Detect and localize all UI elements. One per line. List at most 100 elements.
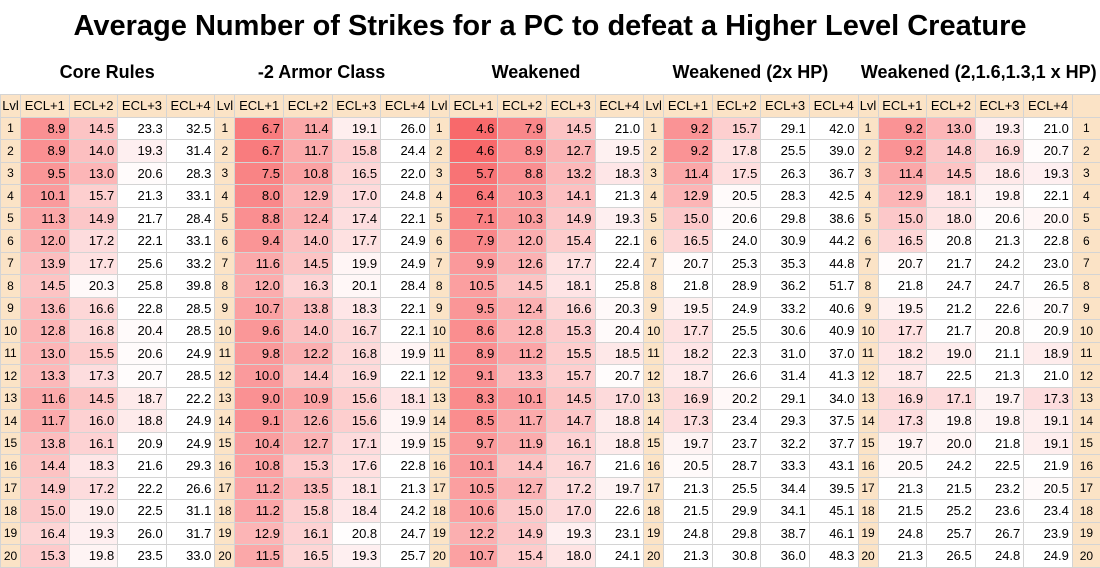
value-cell: 20.9 <box>118 432 167 455</box>
value-cell: 26.0 <box>118 522 167 545</box>
level-cell: 4 <box>1 185 21 208</box>
value-cell: 35.3 <box>761 252 810 275</box>
level-cell: 6 <box>644 230 664 253</box>
value-cell: 33.2 <box>761 297 810 320</box>
level-cell: 17 <box>1072 477 1100 500</box>
value-cell: 14.0 <box>283 230 332 253</box>
value-cell: 17.2 <box>546 477 595 500</box>
value-cell: 20.5 <box>878 455 927 478</box>
value-cell: 12.6 <box>498 252 547 275</box>
value-cell: 24.8 <box>664 522 713 545</box>
value-cell: 16.8 <box>332 342 381 365</box>
value-cell: 38.6 <box>809 207 858 230</box>
header-lvl: Lvl <box>429 95 449 118</box>
section-title: Core Rules <box>0 57 214 87</box>
value-cell: 9.2 <box>878 140 927 163</box>
value-cell: 17.4 <box>332 207 381 230</box>
value-cell: 19.0 <box>69 500 118 523</box>
level-cell: 8 <box>429 275 449 298</box>
level-cell: 4 <box>429 185 449 208</box>
level-cell: 10 <box>858 320 878 343</box>
value-cell: 33.3 <box>761 455 810 478</box>
level-cell: 9 <box>1072 297 1100 320</box>
value-cell: 17.3 <box>664 410 713 433</box>
value-cell: 15.7 <box>546 365 595 388</box>
value-cell: 12.0 <box>235 275 284 298</box>
value-cell: 22.1 <box>595 230 644 253</box>
value-cell: 8.0 <box>235 185 284 208</box>
value-cell: 22.1 <box>118 230 167 253</box>
value-cell: 20.6 <box>712 207 761 230</box>
value-cell: 22.5 <box>975 455 1024 478</box>
value-cell: 24.9 <box>712 297 761 320</box>
level-cell: 13 <box>215 387 235 410</box>
value-cell: 6.4 <box>449 185 498 208</box>
value-cell: 18.8 <box>595 410 644 433</box>
value-cell: 16.9 <box>975 140 1024 163</box>
header-ecl: ECL+1 <box>664 95 713 118</box>
value-cell: 28.7 <box>712 455 761 478</box>
value-cell: 30.6 <box>761 320 810 343</box>
value-cell: 18.7 <box>664 365 713 388</box>
value-cell: 43.1 <box>809 455 858 478</box>
value-cell: 19.9 <box>381 410 430 433</box>
value-cell: 12.2 <box>283 342 332 365</box>
value-cell: 15.0 <box>21 500 70 523</box>
value-cell: 23.5 <box>118 545 167 568</box>
value-cell: 22.8 <box>381 455 430 478</box>
level-cell: 17 <box>858 477 878 500</box>
value-cell: 28.5 <box>166 297 215 320</box>
header-blank <box>1072 95 1100 118</box>
value-cell: 11.2 <box>498 342 547 365</box>
value-cell: 10.1 <box>449 455 498 478</box>
value-cell: 44.2 <box>809 230 858 253</box>
value-cell: 34.1 <box>761 500 810 523</box>
value-cell: 24.4 <box>381 140 430 163</box>
value-cell: 24.9 <box>166 410 215 433</box>
level-cell: 12 <box>429 365 449 388</box>
level-cell: 3 <box>858 162 878 185</box>
value-cell: 23.3 <box>118 117 167 140</box>
value-cell: 14.5 <box>546 387 595 410</box>
value-cell: 24.8 <box>381 185 430 208</box>
value-cell: 28.4 <box>166 207 215 230</box>
value-cell: 18.1 <box>332 477 381 500</box>
level-cell: 9 <box>1 297 21 320</box>
value-cell: 10.5 <box>449 275 498 298</box>
level-cell: 18 <box>858 500 878 523</box>
value-cell: 21.8 <box>664 275 713 298</box>
value-cell: 26.0 <box>381 117 430 140</box>
value-cell: 20.7 <box>1024 140 1073 163</box>
value-cell: 28.3 <box>761 185 810 208</box>
value-cell: 13.6 <box>21 297 70 320</box>
value-cell: 22.1 <box>1024 185 1073 208</box>
header-ecl: ECL+1 <box>235 95 284 118</box>
value-cell: 29.8 <box>761 207 810 230</box>
level-cell: 6 <box>858 230 878 253</box>
value-cell: 41.3 <box>809 365 858 388</box>
value-cell: 8.8 <box>235 207 284 230</box>
value-cell: 20.8 <box>332 522 381 545</box>
value-cell: 9.4 <box>235 230 284 253</box>
level-cell: 20 <box>644 545 664 568</box>
value-cell: 16.7 <box>332 320 381 343</box>
value-cell: 24.7 <box>381 522 430 545</box>
value-cell: 22.8 <box>118 297 167 320</box>
level-cell: 16 <box>1072 455 1100 478</box>
value-cell: 11.6 <box>21 387 70 410</box>
value-cell: 18.6 <box>975 162 1024 185</box>
level-cell: 11 <box>644 342 664 365</box>
level-cell: 12 <box>858 365 878 388</box>
level-cell: 16 <box>215 455 235 478</box>
value-cell: 8.9 <box>498 140 547 163</box>
value-cell: 11.7 <box>283 140 332 163</box>
value-cell: 29.1 <box>761 387 810 410</box>
header-lvl: Lvl <box>1 95 21 118</box>
value-cell: 7.1 <box>449 207 498 230</box>
level-cell: 11 <box>429 342 449 365</box>
value-cell: 24.9 <box>1024 545 1073 568</box>
value-cell: 36.2 <box>761 275 810 298</box>
level-cell: 12 <box>644 365 664 388</box>
